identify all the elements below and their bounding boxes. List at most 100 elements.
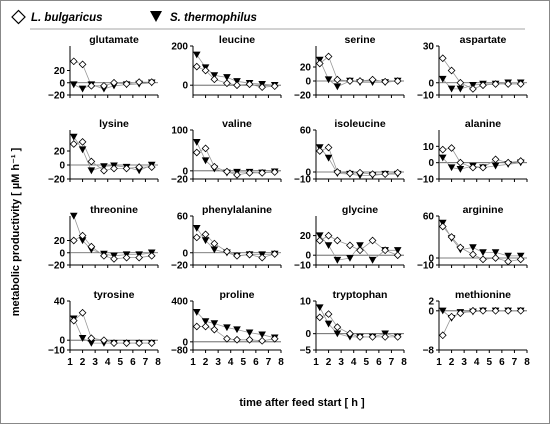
st-point <box>69 133 78 141</box>
lb-point <box>333 236 342 245</box>
lb-point <box>333 168 342 176</box>
lb-point <box>324 143 333 152</box>
panel-glutamate: glutamate 200 −20 <box>48 34 159 102</box>
lb-point <box>223 167 231 176</box>
lb-point <box>447 312 456 321</box>
lb-point <box>368 170 377 178</box>
st-point <box>78 146 87 154</box>
lb-point <box>393 168 402 177</box>
y-tick-label: 0 <box>428 78 434 89</box>
lb-point <box>147 339 156 348</box>
st-point <box>324 154 333 162</box>
y-tick-label: 200 <box>171 42 188 53</box>
lb-point <box>258 169 267 177</box>
lb-point <box>233 81 241 90</box>
x-tick-label: 3 <box>338 357 344 368</box>
lb-point <box>447 144 456 152</box>
y-tick-label: 10 <box>300 297 312 308</box>
st-point <box>69 212 78 220</box>
lb-point <box>69 316 78 325</box>
lb-point <box>78 60 87 69</box>
panel-title: lysine <box>99 118 129 130</box>
st-point <box>315 304 324 312</box>
lb-point <box>201 66 210 75</box>
lb-point <box>245 169 254 177</box>
st-point <box>356 242 364 249</box>
lb-point <box>192 233 201 242</box>
lb-point <box>135 78 144 87</box>
x-tick-label: 2 <box>203 357 209 368</box>
lb-point <box>258 83 267 92</box>
lb-point <box>78 231 87 240</box>
y-tick-label: −20 <box>171 261 188 272</box>
y-tick-label: −10 <box>48 346 65 357</box>
y-tick-label: 60 <box>300 126 312 137</box>
legend: L. bulgaricus S. thermophilus <box>11 9 525 30</box>
lb-point <box>110 255 118 263</box>
lb-point <box>381 246 390 255</box>
lb-point <box>192 322 201 331</box>
lb-point <box>223 247 231 256</box>
y-tick-label: 0 <box>59 336 65 347</box>
x-tick-label: 7 <box>389 357 395 368</box>
x-tick-label: 7 <box>266 357 272 368</box>
lb-point <box>368 75 377 84</box>
lb-point <box>110 164 118 173</box>
panel-title: serine <box>345 34 376 46</box>
x-tick-label: 4 <box>474 357 480 368</box>
x-tick-label: 7 <box>512 357 518 368</box>
st-point <box>333 83 342 91</box>
lb-point <box>270 250 279 258</box>
x-tick-label: 6 <box>376 357 382 368</box>
lb-point <box>147 163 156 171</box>
st-point <box>201 237 210 245</box>
lb-point <box>504 257 513 266</box>
panel-title: valine <box>222 118 252 130</box>
panel-valine: valine 100 0−20 <box>171 118 282 186</box>
st-series-line <box>196 228 275 257</box>
y-tick-label: 0 <box>182 81 188 92</box>
st-point <box>78 335 87 342</box>
x-tick-label: 8 <box>155 357 161 368</box>
panel-isoleucine: isoleucine 60 0−10 <box>294 118 405 186</box>
y-tick-label: 0 <box>305 77 311 88</box>
lb-point <box>516 157 525 165</box>
legend-lb-marker <box>11 9 26 25</box>
lb-point <box>87 157 96 166</box>
st-point <box>87 339 96 347</box>
st-point <box>201 318 210 326</box>
panel-title: glycine <box>342 204 378 216</box>
x-tick-label: 5 <box>487 357 493 368</box>
lb-point <box>516 255 525 264</box>
st-point <box>192 309 201 316</box>
y-tick-label: −20 <box>48 175 65 186</box>
x-tick-label: 3 <box>461 357 467 368</box>
panel-arginine: arginine 60 0−10 <box>417 204 528 272</box>
st-point <box>201 157 210 165</box>
y-tick-label: −10 <box>294 261 311 272</box>
lb-point <box>110 78 118 87</box>
x-tick-label: 4 <box>228 357 234 368</box>
panel-threonine: threonine 200 −20 <box>48 204 159 272</box>
panel-title: methionine <box>455 289 511 301</box>
lb-point <box>223 79 231 88</box>
lb-point <box>368 236 377 245</box>
x-tick-label: 8 <box>524 357 530 368</box>
lb-point <box>393 251 402 260</box>
st-point <box>315 232 324 240</box>
lb-point <box>87 242 96 251</box>
st-point <box>438 307 447 315</box>
lb-point <box>356 168 364 177</box>
st-point <box>233 326 241 334</box>
st-point <box>258 331 266 339</box>
lb-point <box>356 246 364 255</box>
y-tick-label: 0 <box>59 78 65 89</box>
lb-point <box>315 59 324 68</box>
lb-point <box>100 336 108 345</box>
y-tick-label: 40 <box>54 297 66 308</box>
x-tick-label: 5 <box>118 357 124 368</box>
panel-title: leucine <box>219 34 255 46</box>
y-tick-label: 0 <box>428 158 434 169</box>
x-tick-label: 5 <box>241 357 247 368</box>
